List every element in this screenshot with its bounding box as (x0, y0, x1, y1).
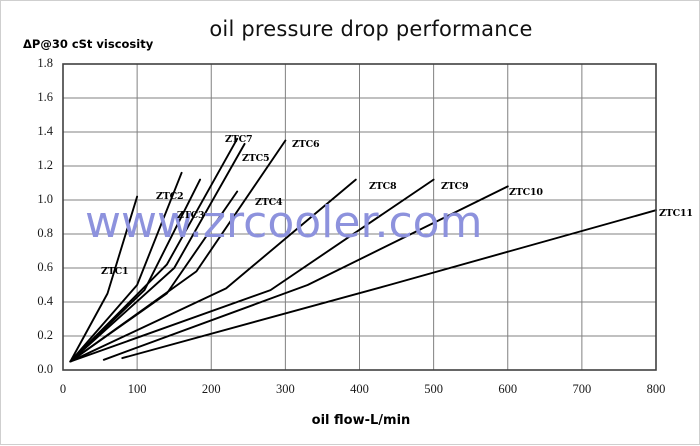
y-axis-title: ΔP@30 cSt viscosity (23, 37, 154, 51)
series-line-ztc1 (69, 195, 139, 363)
series-label-ztc7: ZTC7 (225, 134, 253, 145)
x-tick-label: 600 (498, 382, 518, 396)
series-line-ztc3 (69, 178, 202, 363)
series-label-ztc5: ZTC5 (242, 153, 270, 164)
y-tick-label: 1.2 (37, 158, 53, 172)
series-label-ztc9: ZTC9 (441, 181, 469, 192)
y-tick-label: 1.6 (37, 90, 53, 104)
x-tick-label: 800 (646, 382, 666, 396)
series-line-ztc11 (121, 209, 657, 360)
x-tick-label: 400 (350, 382, 369, 396)
x-tick-label: 500 (424, 382, 443, 396)
y-tick-label: 1.8 (37, 56, 53, 70)
series-line-ztc5 (69, 142, 246, 363)
y-tick-label: 0.8 (37, 226, 53, 240)
y-tick-label: 1.4 (37, 124, 53, 138)
series-line-ztc6 (69, 139, 287, 363)
chart-title: oil pressure drop performance (209, 17, 533, 41)
series-label-ztc10: ZTC10 (509, 187, 543, 198)
x-axis-title: oil flow-L/min (311, 413, 411, 428)
y-tick-label: 0.4 (37, 294, 53, 308)
series-line-ztc8 (69, 178, 357, 363)
x-tick-label: 200 (201, 382, 221, 396)
x-tick-label: 700 (572, 382, 592, 396)
series-label-ztc1: ZTC1 (101, 266, 129, 277)
series-line-ztc7 (69, 137, 239, 363)
series-line-ztc2 (69, 171, 183, 363)
y-tick-label: 0.2 (37, 328, 53, 342)
x-tick-label: 300 (276, 382, 295, 396)
y-tick-label: 0.0 (37, 362, 53, 376)
x-tick-label: 0 (59, 382, 67, 396)
plot-frame (62, 63, 657, 371)
series-label-ztc8: ZTC8 (369, 181, 397, 192)
series-label-ztc6: ZTC6 (292, 139, 320, 150)
y-tick-label: 0.6 (37, 260, 53, 274)
y-tick-label: 1.0 (37, 192, 53, 206)
series-lines (69, 137, 657, 363)
x-tick-label: 100 (127, 382, 147, 396)
series-label-ztc4: ZTC4 (255, 197, 283, 208)
series-label-ztc2: ZTC2 (156, 191, 184, 202)
series-line-ztc10 (102, 185, 509, 361)
series-line-ztc9 (69, 178, 435, 363)
series-label-ztc11: ZTC11 (659, 208, 693, 219)
series-label-ztc3: ZTC3 (177, 210, 205, 221)
